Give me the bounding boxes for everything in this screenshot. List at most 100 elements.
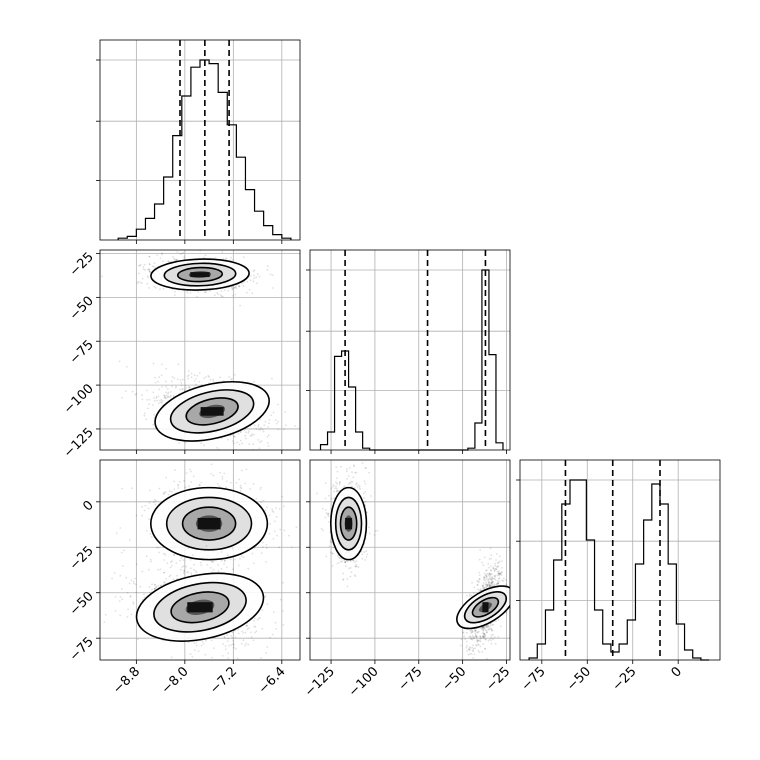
scatter-point: [329, 541, 332, 543]
scatter-point: [469, 629, 472, 631]
scatter-point: [244, 482, 247, 485]
scatter-point: [176, 577, 179, 580]
scatter-point: [490, 582, 493, 584]
scatter-point: [266, 506, 268, 509]
scatter-point: [271, 274, 274, 276]
scatter-point: [350, 480, 353, 483]
scatter-point: [182, 251, 185, 254]
scatter-point: [257, 423, 260, 426]
scatter-point: [120, 551, 123, 554]
scatter-point: [165, 397, 168, 400]
scatter-point: [245, 625, 248, 627]
scatter-point: [488, 584, 491, 587]
scatter-point: [265, 561, 267, 563]
scatter-point: [193, 374, 196, 377]
scatter-point: [261, 428, 264, 431]
scatter-point: [176, 258, 178, 261]
scatter-point: [181, 566, 184, 568]
scatter-point: [260, 501, 262, 503]
scatter-point: [134, 393, 137, 396]
scatter-point: [258, 617, 261, 619]
scatter-point: [132, 580, 135, 583]
scatter-point: [490, 634, 493, 636]
scatter-point: [190, 372, 193, 375]
scatter-point: [281, 610, 284, 612]
scatter-point: [469, 647, 472, 650]
scatter-point: [250, 636, 253, 639]
scatter-point: [481, 627, 484, 629]
scatter-point: [132, 582, 135, 585]
scatter-point: [325, 512, 328, 515]
scatter-point: [363, 551, 366, 554]
scatter-point: [472, 647, 475, 650]
scatter-point: [218, 485, 221, 487]
scatter-point: [262, 499, 265, 502]
scatter-point: [252, 280, 255, 283]
scatter-point: [121, 565, 124, 567]
scatter-point: [364, 559, 367, 561]
scatter-point: [164, 396, 167, 399]
scatter-point: [154, 587, 156, 590]
scatter-point: [365, 556, 368, 558]
scatter-point: [200, 564, 203, 567]
scatter-point: [165, 391, 167, 394]
scatter-point: [217, 293, 220, 295]
scatter-point: [365, 467, 367, 469]
contour-line: [150, 258, 250, 291]
scatter-point: [180, 557, 183, 559]
scatter-point: [232, 640, 235, 642]
scatter-point: [230, 378, 233, 381]
scatter-point: [351, 481, 354, 483]
scatter-point: [168, 490, 171, 493]
scatter-point: [471, 581, 473, 584]
scatter-point: [203, 444, 206, 447]
scatter-point: [219, 294, 222, 296]
scatter-point: [290, 546, 293, 549]
panel-frame: [99, 39, 301, 241]
scatter-point: [169, 391, 172, 393]
scatter-point: [274, 621, 277, 624]
scatter-point: [118, 360, 121, 363]
scatter-point: [167, 493, 170, 496]
scatter-point: [224, 559, 226, 562]
scatter-point: [103, 621, 106, 623]
scatter-point: [195, 571, 198, 574]
scatter-point: [173, 377, 176, 380]
scatter-point: [354, 565, 357, 568]
scatter-point: [189, 653, 192, 656]
scatter-point: [473, 637, 475, 640]
scatter-point: [374, 530, 377, 532]
scatter-point: [484, 629, 487, 631]
scatter-point: [272, 611, 275, 614]
scatter-point: [155, 287, 157, 289]
scatter-point: [324, 497, 327, 500]
scatter-point: [276, 422, 278, 425]
scatter-point: [277, 420, 280, 423]
scatter-point: [333, 490, 335, 493]
scatter-point: [242, 284, 245, 287]
scatter-point: [153, 413, 156, 416]
scatter-point: [330, 497, 333, 500]
scatter-point: [185, 472, 188, 474]
scatter-point: [229, 558, 232, 561]
scatter-point: [357, 566, 360, 568]
scatter-point: [221, 295, 224, 298]
scatter-point: [238, 285, 241, 288]
scatter-point: [126, 616, 129, 618]
scatter-point: [324, 516, 327, 519]
scatter-point: [183, 479, 185, 482]
scatter-point: [202, 642, 205, 645]
scatter-point: [143, 263, 146, 266]
scatter-point: [329, 539, 332, 542]
scatter-point: [252, 270, 255, 273]
scatter-point: [129, 595, 132, 598]
scatter-point: [294, 425, 296, 427]
scatter-point: [186, 571, 189, 574]
scatter-point: [136, 282, 139, 284]
scatter-point: [145, 530, 148, 532]
scatter-point: [476, 583, 479, 586]
scatter-point: [151, 265, 154, 268]
scatter-point: [151, 583, 154, 586]
scatter-point: [195, 383, 197, 386]
scatter-point: [482, 630, 485, 632]
